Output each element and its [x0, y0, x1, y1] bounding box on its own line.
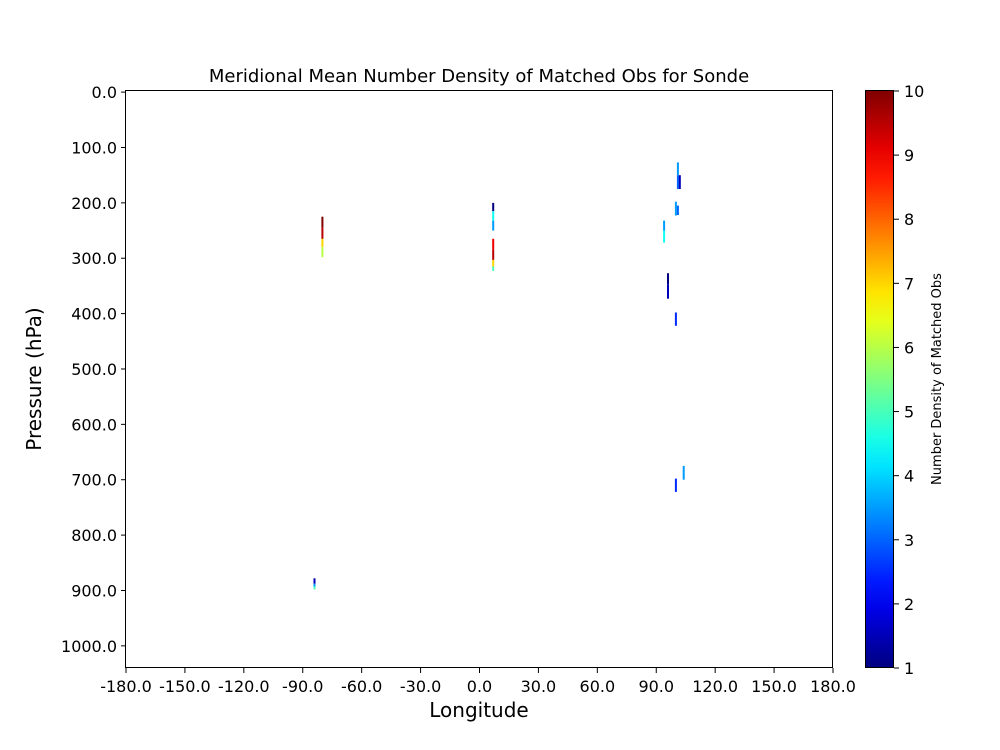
heatmap-cell: [492, 211, 495, 221]
y-tick-label: 1000.0: [61, 637, 117, 656]
heatmap-cell: [667, 273, 669, 285]
colorbar-tick-label: 6: [904, 338, 914, 357]
y-axis: 0.0 100.0 200.0 300.0 400.0 500.0 600.0 700.0 80…: [61, 83, 126, 656]
heatmap-cell: [678, 175, 681, 189]
y-tick-label: 200.0: [71, 194, 117, 213]
colorbar-tick-label: 5: [904, 403, 914, 422]
heatmap-cell: [321, 227, 324, 239]
colorbar-tick-label: 2: [904, 595, 914, 614]
colorbar-tick-label: 10: [904, 82, 924, 101]
x-axis: -180.0 -150.0 -120.0 -90.0 -60.0 -30.0 0.0 30.0…: [100, 668, 856, 696]
y-tick-label: 900.0: [71, 581, 117, 600]
x-tick-label: -90.0: [282, 677, 323, 696]
heatmap-cell: [676, 162, 679, 176]
heatmap-cell: [674, 478, 677, 492]
y-tick-label: 700.0: [71, 471, 117, 490]
plot-background: [125, 90, 833, 668]
x-tick-label: 0.0: [467, 677, 492, 696]
heatmap-cell: [492, 238, 495, 250]
heatmap-cell: [674, 312, 677, 326]
heatmap-cell: [663, 230, 666, 243]
heatmap-cell: [492, 202, 495, 212]
y-tick-label: 500.0: [71, 360, 117, 379]
chart-title: Meridional Mean Number Density of Matche…: [209, 66, 749, 87]
heatmap-cell: [321, 216, 324, 228]
heatmap-cell: [663, 220, 666, 231]
x-tick-label: 120.0: [692, 677, 738, 696]
x-tick-label: -30.0: [400, 677, 441, 696]
x-tick-label: 30.0: [521, 677, 557, 696]
x-tick-label: -60.0: [341, 677, 382, 696]
y-tick-label: 100.0: [71, 138, 117, 157]
x-tick-label: -180.0: [100, 677, 152, 696]
x-axis-label: Longitude: [429, 698, 528, 722]
heatmap-cell: [313, 586, 316, 590]
colorbar-label: Number Density of Matched Obs: [930, 273, 945, 485]
heatmap-cell: [676, 175, 679, 189]
heatmap-cell: [676, 205, 679, 215]
x-tick-label: 90.0: [638, 677, 674, 696]
heatmap-cells: [313, 162, 685, 590]
heatmap-cell: [674, 201, 677, 216]
heatmap-cell: [492, 220, 495, 231]
heatmap-cell: [321, 238, 324, 248]
heatmap-cell: [492, 249, 495, 260]
colorbar-tick-label: 3: [904, 531, 914, 550]
x-tick-label: 60.0: [580, 677, 616, 696]
x-tick-label: 150.0: [751, 677, 797, 696]
y-tick-label: 600.0: [71, 415, 117, 434]
colorbar: 1 2 3 4 5 6 7 8 9 10 Number Density of Matched Ob…: [865, 82, 945, 678]
heatmap-cell: [492, 259, 495, 267]
x-tick-label: -120.0: [218, 677, 270, 696]
heatmap-cell: [313, 583, 316, 587]
y-axis-label: Pressure (hPa): [22, 307, 46, 450]
colorbar-tick-label: 1: [904, 659, 914, 678]
heatmap-cell: [682, 465, 685, 480]
colorbar-ticks: 1 2 3 4 5 6 7 8 9 10: [894, 82, 924, 678]
heatmap-cell: [313, 578, 316, 584]
heatmap-cell: [492, 266, 495, 271]
heatmap-cell: [321, 247, 324, 258]
y-tick-label: 300.0: [71, 249, 117, 268]
colorbar-tick-label: 8: [904, 210, 914, 229]
heatmap-cell: [667, 284, 669, 299]
colorbar-tick-label: 4: [904, 467, 914, 486]
colorbar-tick-label: 7: [904, 274, 914, 293]
colorbar-tick-label: 9: [904, 146, 914, 165]
colorbar-gradient: [865, 90, 894, 668]
y-tick-label: 400.0: [71, 305, 117, 324]
plot-area: [125, 90, 833, 668]
y-tick-label: 800.0: [71, 526, 117, 545]
x-tick-label: 180.0: [810, 677, 856, 696]
x-tick-label: -150.0: [159, 677, 211, 696]
plot-frame: [125, 90, 833, 668]
y-tick-label: 0.0: [92, 83, 117, 102]
